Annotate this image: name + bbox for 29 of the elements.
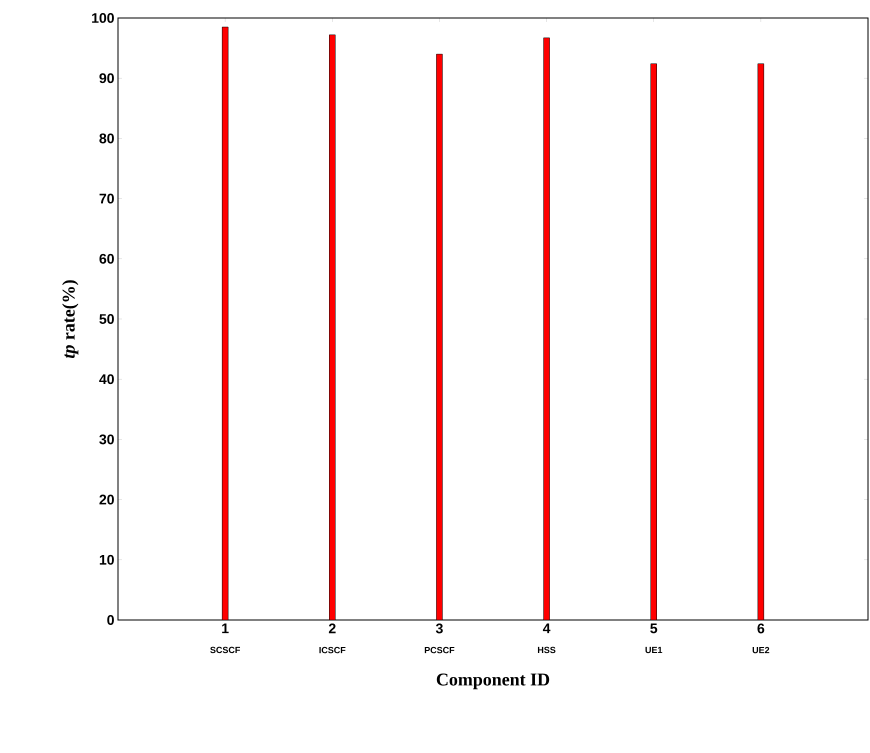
text: PCSCF [424,646,454,654]
y-tick-label: 40 [99,374,114,384]
bar [650,63,657,620]
x-tick-label: 6 [758,624,764,634]
x-tick-label: 1 [222,624,229,634]
y-tick-label: 50 [99,314,114,324]
y-tick-label: 80 [99,133,114,144]
text: UE2 [752,646,770,654]
text: ICSCF [319,646,346,654]
text: UE1 [646,646,662,654]
y-tick-label: 100 [92,13,114,23]
text: SCSCF [210,646,240,654]
bar [758,63,764,620]
bar [329,34,336,620]
text: HSS [538,646,556,654]
x-tick-label: 3 [436,624,443,634]
x-tick-label: 2 [328,624,336,634]
y-tick-label: 30 [99,434,114,444]
y-tick-label: 70 [100,194,114,204]
bar [222,26,228,620]
x-tick-label: 4 [542,624,550,634]
y-axis-title: tp rate(%) [62,280,78,358]
y-tick-label: 0 [107,615,114,625]
y-tick-label: 90 [99,73,114,84]
x-axis-title: Component ID [436,674,550,690]
y-tick-label: 60 [99,254,114,264]
y-tick-label: 20 [99,494,114,505]
y-tick-label: 10 [100,554,114,565]
x-tick-label: 5 [650,624,658,634]
